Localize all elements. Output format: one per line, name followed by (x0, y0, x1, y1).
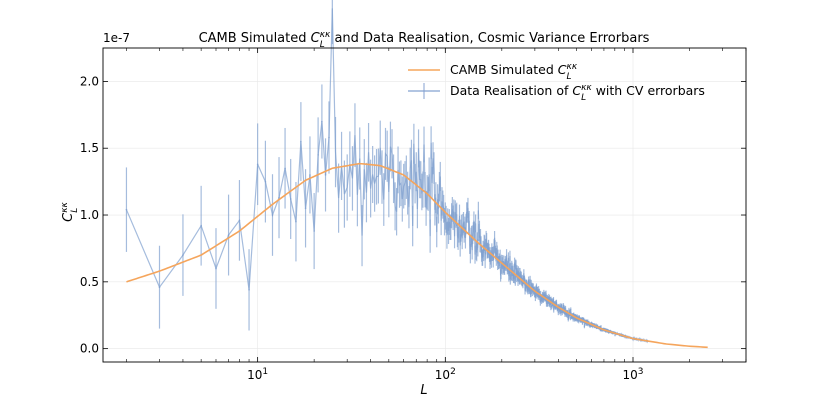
chart-title: CAMB Simulated CLκκ and Data Realisation… (199, 30, 650, 50)
data-point-21 (324, 174, 327, 176)
legend-data-sup: κκ (581, 83, 592, 93)
legend-theory-prefix: CAMB Simulated (450, 62, 558, 77)
data-point-0 (125, 208, 128, 211)
legend: CAMB Simulated CLκκ Data Realisation of … (408, 62, 705, 103)
legend-data-c: C (572, 83, 581, 98)
ylabel-sub: L (70, 208, 80, 213)
data-point-18 (313, 230, 315, 232)
ylabel-c: C (61, 212, 76, 222)
y-tick-label-2: 1.0 (80, 208, 99, 222)
x-tick-label-0: 101 (247, 367, 268, 382)
plot-frame (102, 47, 747, 363)
data-point-10 (271, 214, 274, 216)
data-point-8 (256, 163, 259, 166)
data-point-4 (215, 267, 217, 270)
legend-data-prefix: Data Realisation of (450, 83, 572, 98)
legend-data-suffix: with CV errorbars (592, 83, 705, 98)
y-tick-label-3: 1.5 (80, 141, 99, 155)
title-symbol-sup: κκ (320, 30, 331, 40)
data-point-5 (227, 234, 230, 236)
data-point-15 (300, 140, 302, 143)
y-axis-ticks: 0.0 0.5 1.0 1.5 2.0 (80, 74, 746, 356)
title-prefix: CAMB Simulated (199, 31, 311, 46)
title-symbol-c: C (311, 31, 321, 46)
legend-theory-sup: κκ (567, 62, 578, 72)
data-point-7 (248, 289, 250, 291)
legend-data-label: Data Realisation of CLκκ with CV errorba… (450, 83, 705, 103)
data-point-11 (278, 196, 280, 199)
legend-theory-c: C (558, 62, 567, 77)
data-point-17 (309, 174, 311, 176)
y-axis-label: CLκκ (60, 201, 80, 221)
data-point-19 (317, 154, 319, 156)
legend-data-sub: L (581, 93, 586, 103)
data-point-14 (295, 220, 297, 223)
data-point-2 (182, 254, 184, 256)
y-tick-label-0: 0.0 (80, 342, 99, 356)
title-symbol-sub: L (320, 40, 325, 50)
data-errorbars (125, 0, 649, 342)
y-tick-label-4: 2.0 (80, 74, 99, 88)
x-axis-label: L (420, 383, 427, 398)
data-point-1 (158, 286, 161, 288)
title-suffix: and Data Realisation, Cosmic Variance Er… (330, 31, 649, 46)
data-point-16 (304, 207, 307, 210)
y-axis-multiplier: 1e-7 (103, 31, 130, 45)
x-tick-label-2: 103 (622, 367, 643, 382)
ylabel-sup: κκ (60, 201, 70, 212)
data-point-20 (321, 120, 323, 123)
data-point-9 (264, 180, 267, 183)
data-point-13 (289, 198, 292, 200)
legend-theory-label: CAMB Simulated CLκκ (450, 62, 578, 82)
data-point-3 (200, 224, 202, 227)
theory-line (126, 162, 708, 349)
y-tick-label-1: 0.5 (80, 275, 99, 289)
svg-text:CLκκ: CLκκ (60, 201, 80, 221)
data-point-12 (284, 167, 286, 170)
x-axis-ticks: 101 102 103 (126, 48, 747, 382)
data-point-6 (238, 219, 241, 222)
theory-series (126, 162, 708, 349)
legend-theory-sub: L (567, 72, 572, 82)
x-tick-label-1: 102 (435, 367, 456, 382)
data-point-22 (328, 136, 330, 139)
